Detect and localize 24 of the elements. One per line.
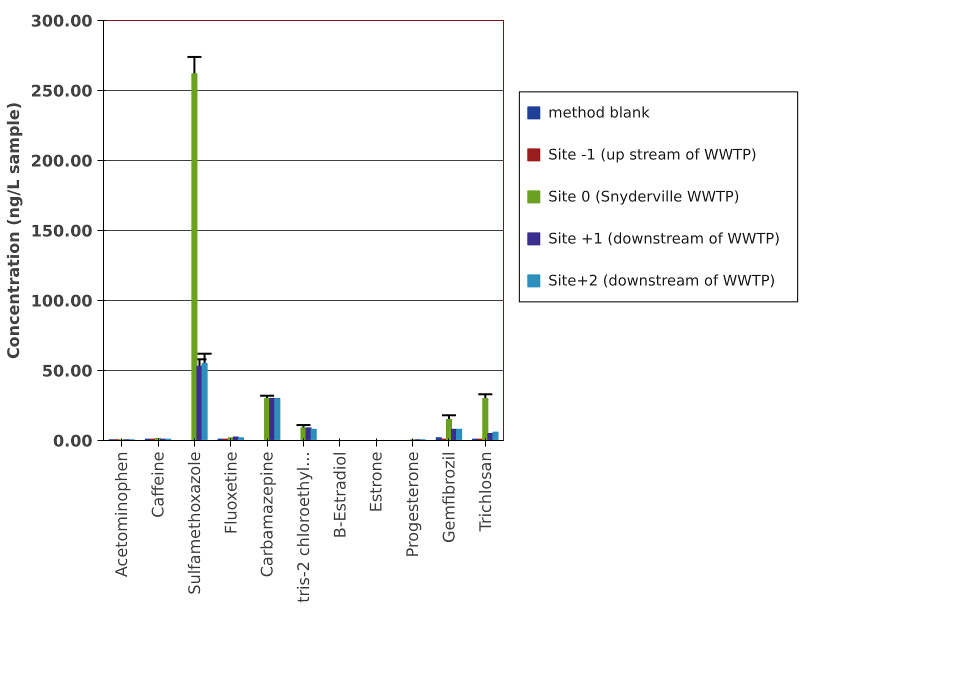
legend-label: Site -1 (up stream of WWTP) (548, 146, 757, 164)
x-tick-label: Acetominophen (112, 452, 132, 578)
y-tick-label: 200.00 (30, 152, 93, 170)
y-tick-label: 50.00 (42, 362, 92, 380)
x-tick-label: Caffeine (148, 451, 168, 518)
y-tick-label: 150.00 (30, 222, 93, 240)
legend-label: Site +1 (downstream of WWTP) (548, 230, 780, 248)
legend-label: Site 0 (Snyderville WWTP) (548, 188, 740, 206)
y-tick-label: 300.00 (30, 12, 93, 30)
y-tick-label: 250.00 (30, 82, 93, 100)
x-tick-label: B-Estradiol (330, 452, 350, 538)
x-tick-label: Estrone (366, 452, 386, 512)
legend-label: Site+2 (downstream of WWTP) (548, 272, 776, 290)
x-tick-label: Fluoxetine (221, 452, 240, 534)
x-tick-label: Gemfibrozil (439, 451, 458, 543)
x-tick-label: Trichlosan (476, 451, 495, 532)
y-tick-label: 0.00 (53, 432, 93, 450)
x-tick-label: Carbamazepine (258, 452, 277, 578)
y-tick-label: 100.00 (30, 292, 93, 310)
x-tick-label: Sulfamethoxazole (184, 451, 204, 595)
legend-label: method blank (548, 104, 650, 122)
x-tick-label: Progesterone (403, 451, 422, 558)
y-axis-title: Concentration (ng/L sample) (4, 102, 23, 360)
x-tick-label: tris-2 chloroethyl... (294, 451, 313, 603)
